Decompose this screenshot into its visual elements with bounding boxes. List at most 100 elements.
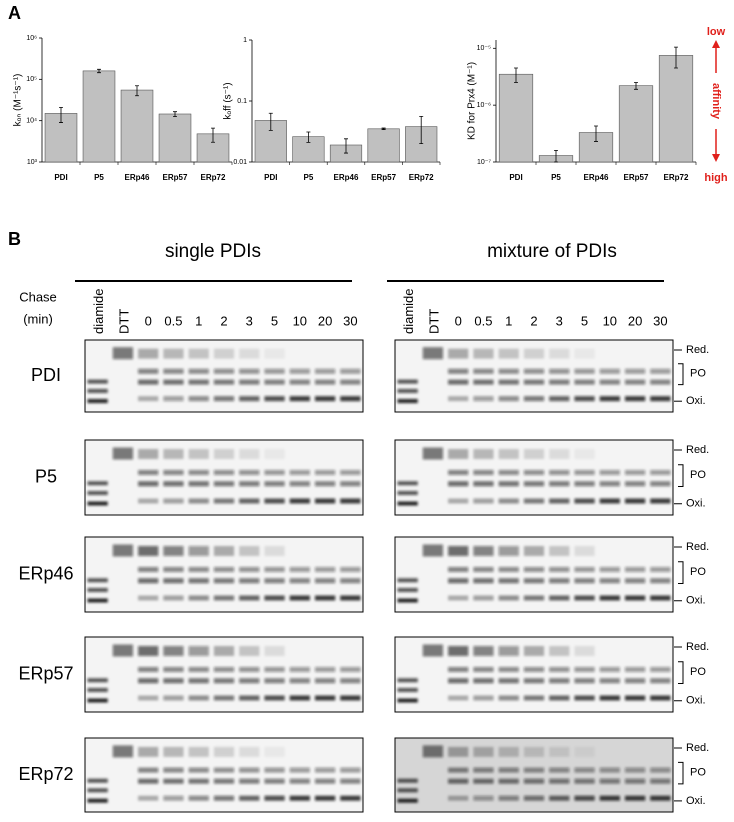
row-label: P5	[35, 466, 57, 486]
gel-title: single PDIs	[165, 241, 261, 262]
gel-band	[448, 567, 469, 572]
bracket	[678, 561, 684, 584]
lane-label: diamide	[91, 288, 106, 334]
gel-band	[574, 778, 595, 784]
gel-band	[264, 348, 285, 359]
gel-band	[138, 546, 159, 556]
gel-band	[188, 348, 209, 359]
band-label: PO	[690, 469, 706, 481]
gel-band	[264, 567, 285, 572]
gel-band	[289, 368, 310, 374]
gel-band	[498, 368, 519, 374]
gel-band	[448, 379, 469, 385]
gel-band	[138, 595, 159, 601]
gel-band	[397, 501, 418, 506]
gel-band	[523, 778, 545, 784]
gel-band	[239, 595, 260, 601]
gel-band	[264, 578, 285, 584]
y-tick-label: 10⁻⁶	[477, 102, 491, 109]
gel-band	[473, 348, 494, 359]
gel-band	[213, 470, 235, 475]
gel-band	[498, 646, 519, 656]
gel-band	[473, 368, 494, 374]
gel-band	[213, 379, 235, 385]
gel-band	[138, 348, 159, 359]
gel-band	[163, 567, 184, 572]
gel-band	[239, 746, 260, 757]
bracket	[678, 464, 684, 487]
gel-band	[87, 678, 108, 683]
band-label: Red.	[686, 344, 709, 356]
bar	[618, 85, 654, 163]
bands	[87, 447, 361, 506]
gel-band	[650, 396, 671, 402]
gel-band	[624, 498, 646, 504]
gel-band	[473, 795, 494, 801]
gel-band	[549, 396, 570, 402]
gel-band	[448, 667, 469, 672]
bracket	[678, 661, 684, 684]
gel-band	[599, 678, 620, 684]
gel-band	[163, 595, 184, 601]
gel-band	[523, 767, 545, 773]
gel-band	[340, 470, 361, 475]
gel-band	[397, 698, 418, 703]
gel-band	[112, 644, 134, 657]
gel-band	[188, 578, 209, 584]
gel-band	[523, 470, 545, 475]
gel-band	[574, 546, 595, 556]
gel-band	[498, 396, 519, 402]
gel-band	[624, 695, 646, 701]
gel-band	[213, 368, 235, 374]
gel-band	[314, 567, 336, 572]
gel-band	[289, 396, 310, 402]
gel-band	[239, 498, 260, 504]
gel-band	[264, 449, 285, 459]
gel-band	[549, 746, 570, 757]
gel-band	[549, 778, 570, 784]
x-tick-label: ERp72	[201, 173, 226, 182]
gel-band	[574, 578, 595, 584]
gel-band	[188, 695, 209, 701]
gel-band	[574, 646, 595, 656]
gel-band	[523, 746, 545, 757]
gel-band	[264, 646, 285, 656]
error-bar	[306, 131, 311, 143]
gel-band	[473, 695, 494, 701]
gel-band	[138, 470, 159, 475]
gel-band	[599, 695, 620, 701]
gel-band	[574, 481, 595, 487]
gel-band	[239, 379, 260, 385]
gel-band	[549, 595, 570, 601]
gel-band	[473, 595, 494, 601]
gel-band	[650, 795, 671, 801]
gel-band	[574, 595, 595, 601]
gel-band	[422, 447, 444, 460]
gel-band	[188, 481, 209, 487]
gel-band	[549, 578, 570, 584]
error-bar	[135, 85, 139, 97]
gel-band	[314, 396, 336, 402]
gel-band	[574, 667, 595, 672]
gel-band	[624, 481, 646, 487]
error-bar	[674, 46, 678, 69]
y-axis-label: KD for Prx4 (M⁻¹)	[467, 62, 478, 140]
gel-band	[163, 470, 184, 475]
gel-band	[340, 778, 361, 784]
gel-band	[188, 746, 209, 757]
gel-band	[574, 470, 595, 475]
gel-band	[549, 449, 570, 459]
gel-band	[422, 544, 444, 557]
gel-band	[239, 695, 260, 701]
panel-label: A	[8, 3, 21, 23]
y-tick-label: 0.1	[237, 98, 247, 105]
gel-band	[314, 379, 336, 385]
gel-band	[289, 578, 310, 584]
gel-band	[188, 498, 209, 504]
gel-band	[549, 481, 570, 487]
gel-band	[112, 347, 134, 360]
gel-band	[574, 767, 595, 773]
gel-band	[599, 767, 620, 773]
gel-band	[473, 449, 494, 459]
bands	[397, 347, 671, 404]
